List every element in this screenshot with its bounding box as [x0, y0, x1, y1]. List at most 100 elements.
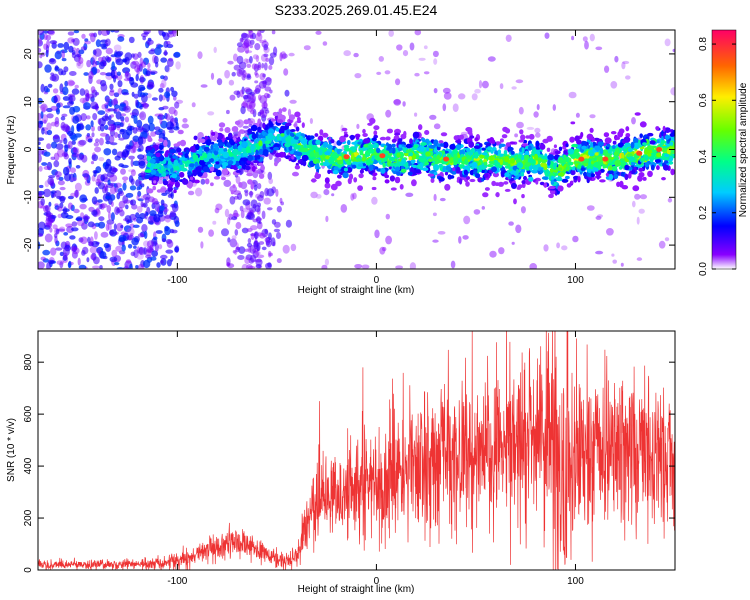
- ridge-cell: [209, 166, 215, 172]
- noise-cell: [132, 127, 138, 134]
- y-tick-label: 200: [23, 509, 34, 526]
- ridge-cell: [299, 147, 306, 152]
- ridge-cell: [405, 143, 412, 149]
- ridge-cell: [162, 180, 169, 186]
- noise-cell: [98, 203, 103, 210]
- noise-cell: [157, 44, 164, 48]
- snr-line: [38, 331, 675, 570]
- noise-cell: [172, 30, 177, 37]
- noise-cell: [50, 156, 56, 160]
- ridge-cell: [386, 128, 393, 134]
- noise-cell: [158, 113, 164, 118]
- noise-cell: [79, 97, 87, 104]
- noise-cell: [76, 219, 85, 227]
- noise-cell: [70, 167, 76, 173]
- ridge-cell: [511, 182, 517, 189]
- ridge-cell: [623, 136, 631, 143]
- ridge-cell: [387, 143, 393, 150]
- noise-cell: [76, 60, 84, 69]
- ridge-cell: [315, 163, 320, 169]
- noise-cell: [285, 219, 292, 228]
- noise-cell: [67, 93, 76, 97]
- ridge-cell: [357, 157, 361, 162]
- ridge-cell: [596, 155, 604, 162]
- ridge-cell: [602, 149, 608, 156]
- ridge-cell: [449, 175, 455, 179]
- noise-cell: [149, 70, 158, 75]
- noise-cell: [123, 266, 130, 269]
- ridge-cell: [627, 172, 632, 179]
- noise-cell: [353, 52, 359, 58]
- ridge-cell: [315, 139, 321, 145]
- noise-cell: [110, 114, 114, 118]
- noise-cell: [258, 94, 262, 101]
- noise-cell: [289, 99, 297, 104]
- ridge-cell: [524, 158, 528, 163]
- ridge-cell: [583, 158, 589, 164]
- ridge-cell: [572, 167, 576, 172]
- ridge-cell: [425, 151, 431, 157]
- ridge-cell: [670, 168, 675, 176]
- ridge-cell: [293, 151, 297, 156]
- noise-cell: [105, 195, 111, 200]
- noise-cell: [166, 239, 174, 248]
- ridge-cell: [581, 145, 587, 150]
- noise-cell: [160, 57, 168, 63]
- ridge-cell: [664, 135, 671, 140]
- ridge-cell: [357, 141, 363, 145]
- noise-cell: [151, 97, 158, 101]
- ridge-cell: [633, 137, 639, 145]
- ridge-cell: [371, 186, 377, 191]
- noise-cell: [68, 158, 72, 165]
- noise-cell: [164, 215, 172, 219]
- ridge-cell: [322, 161, 330, 167]
- noise-cell: [634, 193, 641, 200]
- colorbar-tick-label: 0.2: [698, 205, 709, 219]
- noise-cell: [46, 221, 53, 228]
- noise-cell: [79, 203, 87, 210]
- noise-cell: [88, 241, 94, 247]
- ridge-cell: [257, 118, 262, 124]
- ridge-cell: [590, 160, 594, 165]
- noise-cell: [632, 200, 636, 208]
- noise-cell: [536, 104, 540, 111]
- ridge-cell: [558, 146, 563, 151]
- ridge-cell: [389, 163, 397, 167]
- noise-cell: [405, 192, 414, 197]
- ridge-cell: [554, 172, 558, 176]
- noise-cell: [84, 38, 89, 42]
- noise-cell: [57, 43, 64, 48]
- noise-cell: [534, 127, 541, 134]
- noise-cell: [119, 122, 124, 127]
- noise-cell: [142, 259, 151, 269]
- noise-cell: [374, 229, 380, 239]
- ridge-cell: [523, 175, 527, 181]
- x-tick-label: 0: [374, 275, 380, 286]
- noise-cell: [265, 262, 272, 269]
- noise-cell: [43, 151, 51, 157]
- noise-cell: [46, 88, 50, 93]
- noise-cell: [515, 79, 524, 84]
- noise-cell: [147, 37, 152, 42]
- noise-cell: [139, 105, 143, 110]
- noise-cell: [55, 228, 60, 234]
- noise-cell: [352, 192, 357, 200]
- ridge-cell: [617, 131, 624, 138]
- noise-cell: [116, 50, 124, 57]
- noise-cell: [97, 110, 106, 115]
- ridge-cell: [246, 172, 254, 177]
- ridge-cell: [566, 183, 572, 188]
- noise-cell: [93, 256, 100, 265]
- ridge-cell: [210, 141, 215, 145]
- noise-cell: [442, 103, 447, 112]
- noise-cell: [113, 223, 117, 231]
- ridge-cell: [164, 152, 169, 158]
- ridge-cell: [179, 139, 186, 147]
- ridge-cell: [397, 147, 403, 152]
- noise-cell: [52, 224, 58, 230]
- noise-cell: [105, 47, 113, 55]
- noise-cell: [281, 53, 288, 59]
- noise-cell: [315, 194, 322, 199]
- ridge-cell: [541, 176, 549, 180]
- ridge-cell: [597, 141, 604, 147]
